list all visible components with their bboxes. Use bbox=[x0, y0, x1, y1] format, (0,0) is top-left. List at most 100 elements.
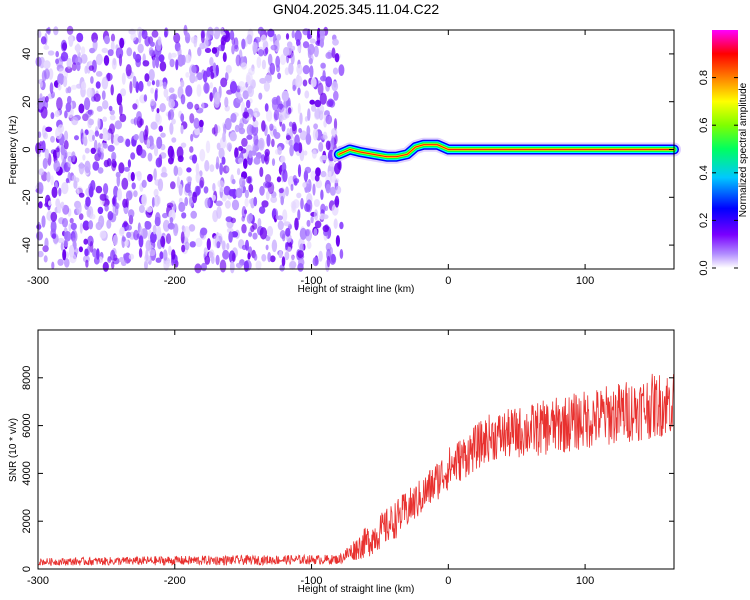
spectrogram-cell bbox=[138, 235, 144, 248]
spectrogram-cell bbox=[162, 249, 168, 261]
spectrogram-cell bbox=[191, 154, 198, 164]
spectrogram-cell bbox=[269, 62, 276, 75]
spectrogram-cell bbox=[307, 28, 311, 40]
spectrogram-y-ticks: -40 -20 0 20 40 bbox=[21, 48, 674, 253]
colorbar-label: Normalized spectral amplitude bbox=[738, 82, 749, 217]
spectrogram-cell bbox=[82, 255, 90, 263]
spectrogram-cell bbox=[246, 176, 252, 184]
spectrogram-cell bbox=[195, 237, 203, 248]
spectrogram-cell bbox=[319, 29, 325, 42]
spectrogram-cell bbox=[312, 256, 319, 267]
spectrogram-cell bbox=[159, 251, 164, 260]
spectrogram-cell bbox=[266, 109, 273, 122]
spectrogram-cell bbox=[338, 64, 345, 76]
spectrogram-cell bbox=[236, 168, 241, 176]
snr-x-label: Height of straight line (km) bbox=[298, 584, 415, 595]
spectrogram-cell bbox=[65, 102, 72, 113]
spectrogram-cell bbox=[79, 222, 83, 234]
spectrogram-cell bbox=[209, 82, 213, 89]
spectrogram-cell bbox=[286, 46, 292, 56]
spectrogram-cell bbox=[297, 164, 302, 178]
spectrogram-cell bbox=[278, 250, 283, 259]
spectrogram-cell bbox=[107, 211, 114, 221]
spectrogram-cell bbox=[110, 41, 115, 52]
spectrogram-cell bbox=[92, 134, 95, 141]
spectrogram-cell bbox=[35, 56, 42, 67]
spectrogram-cell bbox=[312, 128, 319, 141]
spectrogram-cell bbox=[76, 32, 84, 43]
figure-title: GN04.2025.345.11.04.C22 bbox=[273, 1, 440, 17]
spectrogram-cell bbox=[212, 182, 216, 192]
spectrogram-cell bbox=[43, 60, 51, 70]
spectrogram-cell bbox=[216, 142, 221, 150]
spectrogram-cell bbox=[123, 253, 127, 260]
spectrogram-cell bbox=[320, 189, 324, 201]
spectrogram-cell bbox=[55, 126, 63, 140]
spectrogram-cell bbox=[117, 188, 122, 201]
spectrogram-cell bbox=[267, 251, 272, 263]
spectrogram-cell bbox=[196, 72, 204, 81]
x-tick-label: -100 bbox=[301, 275, 323, 287]
spectrogram-cell bbox=[189, 73, 196, 84]
spectrogram-cell bbox=[247, 85, 254, 98]
spectrogram-cell bbox=[55, 147, 60, 153]
spectrogram-cell bbox=[154, 194, 160, 207]
spectrogram-cell bbox=[259, 166, 264, 178]
spectrogram-cell bbox=[310, 77, 317, 88]
spectrogram-cell bbox=[92, 161, 100, 171]
spectrogram-cell bbox=[144, 260, 148, 270]
spectrogram-cell bbox=[102, 261, 109, 272]
spectrogram-cell bbox=[209, 164, 215, 173]
spectrogram-cell bbox=[86, 208, 92, 218]
spectrogram-cell bbox=[165, 260, 172, 267]
spectrogram-cell bbox=[224, 96, 229, 108]
spectrogram-cell bbox=[122, 236, 126, 242]
spectrogram-cell bbox=[215, 200, 223, 207]
spectrogram-cell bbox=[276, 64, 281, 73]
spectrogram-cell bbox=[110, 33, 116, 42]
spectrogram-cell bbox=[303, 150, 308, 156]
spectrogram-cell bbox=[146, 206, 153, 213]
spectrogram-cell bbox=[169, 58, 175, 68]
spectrogram-cell bbox=[253, 133, 259, 146]
spectrogram-cell bbox=[41, 140, 46, 153]
spectrogram-cell bbox=[170, 181, 176, 190]
spectrogram-cell bbox=[269, 255, 276, 263]
spectrogram-cell bbox=[104, 204, 109, 212]
spectrogram-cell bbox=[306, 241, 312, 250]
spectrogram-cell bbox=[54, 110, 60, 118]
y-tick-label: 0 bbox=[21, 566, 33, 572]
spectrogram-cell bbox=[178, 201, 186, 213]
x-tick-label: -200 bbox=[164, 275, 186, 287]
spectrogram-cell bbox=[296, 39, 301, 47]
spectrogram-cell bbox=[192, 191, 198, 204]
spectrogram-cell bbox=[276, 34, 281, 41]
spectrogram-cell bbox=[119, 103, 123, 116]
spectrogram-cell bbox=[292, 199, 300, 209]
spectrogram-cell bbox=[73, 180, 78, 189]
spectrogram-cell bbox=[88, 220, 94, 230]
spectrogram-cell bbox=[297, 45, 301, 53]
spectrogram-cell bbox=[64, 231, 72, 242]
spectrogram-cell bbox=[99, 133, 104, 140]
spectrogram-cell bbox=[331, 135, 335, 148]
spectrogram-cell bbox=[121, 72, 126, 85]
spectrogram-cell bbox=[171, 118, 176, 125]
spectrogram-cell bbox=[110, 132, 114, 145]
spectrogram-cell bbox=[226, 242, 230, 250]
spectrogram-cell bbox=[300, 197, 304, 210]
spectrogram-cell bbox=[261, 154, 266, 164]
spectrogram-cell bbox=[241, 101, 246, 115]
spectrogram-cell bbox=[145, 249, 149, 262]
spectrogram-cell bbox=[133, 117, 138, 126]
spectrogram-cell bbox=[62, 76, 68, 88]
spectrogram-cell bbox=[50, 112, 55, 120]
spectrogram-cell bbox=[158, 125, 163, 132]
spectrogram-cell bbox=[183, 226, 191, 239]
spectrogram-cell bbox=[184, 183, 191, 194]
spectrogram-cell bbox=[188, 224, 196, 232]
spectrogram-cell bbox=[66, 57, 72, 69]
spectrogram-cell bbox=[74, 135, 79, 141]
spectrogram-cell bbox=[177, 47, 182, 58]
spectrogram-cell bbox=[133, 190, 138, 198]
